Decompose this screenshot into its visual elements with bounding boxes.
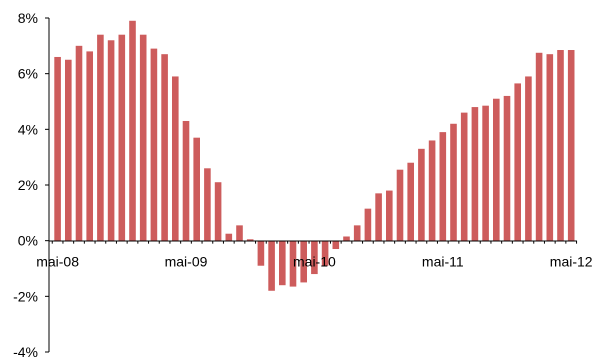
bar-jun-10 [321,240,329,266]
bar-mar-12 [546,54,554,241]
x-tick-label: mai-09 [165,254,208,270]
bar-nov-10 [375,193,382,241]
bar-apr-12 [557,50,564,241]
x-tick-label: mai-11 [422,254,464,270]
y-tick-label: 4% [18,121,38,137]
bar-jan-12 [525,76,532,241]
bar-feb-11 [407,162,414,241]
bar-mar-09 [161,54,168,241]
bar-okt-09 [236,225,243,241]
y-tick-label: 6% [18,66,38,82]
bar-nov-08 [118,34,126,241]
bar-jan-11 [396,169,404,241]
bar-nov-11 [503,95,511,241]
y-tick-label: 2% [18,177,38,193]
bar-sep-11 [482,105,489,241]
bar-nov-09 [246,239,254,241]
bar-mar-10 [289,240,297,287]
bar-des-09 [257,240,265,266]
bar-jun-09 [193,137,200,241]
bar-jun-11 [450,123,457,241]
bar-okt-11 [493,98,500,241]
bar-apr-10 [300,240,307,283]
bar-feb-09 [150,48,158,241]
bar-jan-09 [139,34,147,241]
bar-jul-11 [460,112,468,241]
bar-mai-09 [182,120,190,241]
bar-aug-10 [343,236,350,241]
bar-des-11 [514,83,521,241]
bar-jul-08 [75,45,83,241]
x-tick-label: mai-08 [36,254,79,270]
bar-mai-10 [311,240,318,275]
y-tick-label: 0% [18,233,38,249]
y-tick-label: -4% [13,344,38,358]
bars-layer [54,20,575,291]
bar-feb-10 [279,240,286,286]
bar-jun-08 [65,59,72,241]
x-tick-label: mai-10 [293,254,336,270]
bar-jan-10 [268,240,275,291]
bar-mar-11 [418,148,425,241]
bar-aug-09 [214,182,222,241]
bar-jul-10 [332,240,340,250]
bar-mai-11 [439,132,447,241]
bar-aug-08 [86,51,93,241]
bar-aug-11 [471,107,479,241]
bar-sep-10 [353,225,361,241]
bar-des-08 [129,20,136,241]
y-tick-label: -2% [13,288,38,304]
bar-mai-12 [567,50,575,241]
bar-okt-08 [107,40,115,241]
x-tick-label: mai-12 [550,254,593,270]
y-tick-label: 8% [18,10,38,26]
bar-apr-11 [428,140,436,241]
bar-des-10 [386,190,393,241]
bar-mai-08 [54,56,61,241]
bar-sep-09 [225,233,233,241]
bar-jul-09 [204,168,211,241]
bar-apr-09 [172,76,179,241]
bar-sep-08 [97,34,104,241]
bar-okt-10 [364,208,372,241]
ticks-layer: 8% 6% 4% 2% 0% -2% -4% mai-08 mai-09 mai-10 mai-11… [13,10,593,358]
bar-feb-12 [535,52,543,241]
